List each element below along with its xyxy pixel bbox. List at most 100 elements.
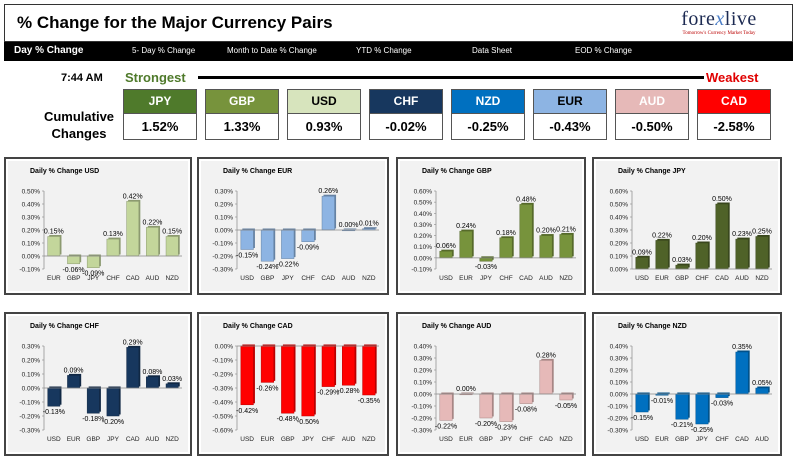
bar-chf: [499, 237, 513, 259]
x-tick-label: CHF: [715, 436, 728, 443]
y-tick-label: -0.50%: [212, 414, 233, 421]
y-tick-label: 0.20%: [22, 228, 41, 235]
chart-panel-cad: Daily % Change CAD 0.00% -0.10% -0.20% -0.30…: [197, 312, 389, 456]
tab-eod-change[interactable]: EOD % Change: [575, 46, 632, 55]
bar-eur: [67, 375, 80, 389]
x-tick-label: JPY: [500, 436, 513, 443]
cumulative-changes-label: Cumulative Changes: [38, 108, 120, 142]
chart-chf: Daily % Change CHF 0.30% 0.20% 0.10% 0.00% -0…: [6, 314, 190, 454]
bar-chf: [695, 242, 709, 270]
data-label: -0.03%: [475, 264, 497, 271]
currency-box-cad: CAD -2.58%: [697, 89, 771, 141]
data-label: -0.24%: [256, 264, 278, 271]
chart-panel-eur: Daily % Change EUR 0.30% 0.20% 0.10% 0.00% -0…: [197, 157, 389, 295]
data-label: -0.22%: [277, 262, 299, 269]
data-label: -0.35%: [358, 398, 380, 405]
bar-usd: [635, 393, 649, 413]
bar-eur: [459, 230, 473, 259]
y-tick-label: 0.20%: [215, 202, 234, 209]
x-tick-label: EUR: [655, 275, 669, 282]
x-tick-label: CHF: [695, 275, 708, 282]
tab-month-to-date-change[interactable]: Month to Date % Change: [227, 46, 317, 55]
currency-box-jpy: JPY 1.52%: [123, 89, 197, 141]
x-tick-label: CAD: [715, 275, 729, 282]
data-label: -0.03%: [711, 401, 733, 408]
x-tick-label: GBP: [675, 275, 689, 282]
chart-title: Daily % Change EUR: [223, 168, 292, 175]
x-tick-label: GBP: [86, 436, 100, 443]
y-tick-label: 0.10%: [22, 241, 41, 248]
x-tick-label: EUR: [261, 436, 275, 443]
x-tick-label: NZD: [165, 436, 179, 443]
bar-jpy: [106, 387, 120, 417]
currency-name: CHF: [369, 89, 443, 114]
bar-usd: [439, 250, 453, 259]
currency-box-aud: AUD -0.50%: [615, 89, 689, 141]
y-tick-label: 0.20%: [414, 368, 433, 375]
y-tick-label: 0.00%: [610, 267, 629, 274]
y-tick-label: -0.10%: [411, 267, 432, 274]
currency-name: CAD: [697, 89, 771, 114]
bar-cad: [321, 195, 335, 231]
y-tick-label: -0.10%: [607, 404, 628, 411]
bar-usd: [635, 257, 649, 270]
currency-change-value: -0.25%: [451, 114, 525, 140]
data-label: -0.50%: [297, 419, 319, 426]
bar-nzd: [362, 345, 376, 396]
y-tick-label: 0.10%: [215, 215, 234, 222]
y-tick-label: 0.20%: [610, 368, 629, 375]
currency-change-value: -0.50%: [615, 114, 689, 140]
chart-panel-gbp: Daily % Change GBP 0.60% 0.50% 0.40% 0.30% 0.…: [396, 157, 586, 295]
y-tick-label: 0.40%: [610, 215, 629, 222]
y-tick-label: 0.40%: [414, 211, 433, 218]
chart-panel-chf: Daily % Change CHF 0.30% 0.20% 0.10% 0.00% -0…: [4, 312, 192, 456]
x-tick-label: EUR: [67, 436, 81, 443]
bar-aud: [146, 227, 159, 257]
data-label: 0.24%: [456, 223, 476, 230]
x-tick-label: AUD: [342, 275, 356, 282]
x-tick-label: CAD: [126, 275, 140, 282]
y-tick-label: -0.10%: [212, 358, 233, 365]
currency-name: NZD: [451, 89, 525, 114]
data-label: -0.48%: [277, 416, 299, 423]
data-label: 0.18%: [496, 230, 516, 237]
y-tick-label: 0.10%: [414, 244, 433, 251]
y-tick-label: -0.30%: [411, 428, 432, 435]
bar-usd: [439, 393, 453, 421]
x-tick-label: NZD: [165, 275, 179, 282]
data-label: 0.35%: [732, 344, 752, 351]
data-label: 0.13%: [103, 231, 123, 238]
y-tick-label: 0.00%: [215, 228, 234, 235]
x-tick-label: GBP: [261, 275, 275, 282]
tab-5-day-change[interactable]: 5- Day % Change: [132, 46, 196, 55]
tab-data-sheet[interactable]: Data Sheet: [472, 46, 513, 55]
data-label: 0.00%: [456, 386, 476, 393]
y-tick-label: 0.30%: [414, 356, 433, 363]
bar-chf: [715, 393, 729, 398]
data-label: 0.50%: [712, 196, 732, 203]
data-label: 0.20%: [692, 235, 712, 242]
y-tick-label: -0.30%: [212, 386, 233, 393]
currency-change-value: -2.58%: [697, 114, 771, 140]
data-label: -0.09%: [82, 271, 104, 278]
bar-cad: [735, 351, 749, 395]
data-label: 0.15%: [162, 229, 182, 236]
chart-eur: Daily % Change EUR 0.30% 0.20% 0.10% 0.00% -0…: [199, 159, 387, 293]
data-label: 0.05%: [752, 380, 772, 387]
x-tick-label: NZD: [755, 275, 769, 282]
tab-day-change[interactable]: Day % Change: [14, 45, 84, 56]
data-label: -0.01%: [651, 398, 673, 405]
tab-ytd-change[interactable]: YTD % Change: [356, 46, 412, 55]
bar-cad: [715, 203, 729, 270]
data-label: -0.08%: [515, 407, 537, 414]
x-tick-label: EUR: [459, 275, 473, 282]
x-tick-label: CAD: [321, 275, 335, 282]
data-label: -0.18%: [82, 416, 104, 423]
chart-aud: Daily % Change AUD 0.40% 0.30% 0.20% 0.10% 0.…: [398, 314, 584, 454]
y-tick-label: 0.50%: [414, 200, 433, 207]
currency-box-gbp: GBP 1.33%: [205, 89, 279, 141]
cumulative-label-line-2: Changes: [51, 126, 107, 141]
data-label: -0.42%: [236, 408, 258, 415]
x-tick-label: USD: [439, 275, 453, 282]
data-label: 0.22%: [142, 219, 162, 226]
